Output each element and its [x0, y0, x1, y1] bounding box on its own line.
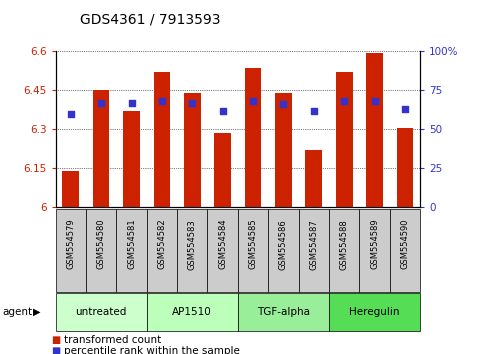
Bar	[147, 293, 238, 331]
Point	[128, 100, 135, 105]
Bar	[298, 209, 329, 292]
Bar	[56, 209, 86, 292]
Text: GSM554589: GSM554589	[370, 219, 379, 269]
Point	[280, 102, 287, 107]
Text: GSM554585: GSM554585	[249, 219, 257, 269]
Point	[97, 100, 105, 105]
Text: GSM554579: GSM554579	[66, 219, 75, 269]
Bar	[184, 93, 200, 207]
Bar	[329, 293, 420, 331]
Point	[219, 108, 227, 113]
Bar	[275, 93, 292, 207]
Bar	[208, 209, 238, 292]
Text: GSM554583: GSM554583	[188, 219, 197, 270]
Bar	[329, 209, 359, 292]
Bar	[336, 72, 353, 207]
Point	[341, 98, 348, 104]
Bar	[62, 171, 79, 207]
Point	[158, 98, 166, 104]
Text: percentile rank within the sample: percentile rank within the sample	[64, 346, 240, 354]
Bar	[359, 209, 390, 292]
Bar	[93, 90, 110, 207]
Text: GSM554580: GSM554580	[97, 219, 106, 269]
Bar	[397, 128, 413, 207]
Bar	[268, 209, 298, 292]
Bar	[154, 72, 170, 207]
Point	[67, 111, 74, 116]
Bar	[116, 209, 147, 292]
Text: GSM554584: GSM554584	[218, 219, 227, 269]
Text: transformed count: transformed count	[64, 335, 161, 345]
Bar	[56, 293, 147, 331]
Bar	[305, 150, 322, 207]
Bar	[123, 111, 140, 207]
Bar	[214, 133, 231, 207]
Text: agent: agent	[2, 307, 32, 317]
Bar	[366, 53, 383, 207]
Text: ■: ■	[51, 335, 60, 345]
Text: GSM554586: GSM554586	[279, 219, 288, 270]
Text: GSM554581: GSM554581	[127, 219, 136, 269]
Text: GSM554587: GSM554587	[309, 219, 318, 270]
Bar	[177, 209, 208, 292]
Point	[310, 108, 318, 113]
Text: ■: ■	[51, 346, 60, 354]
Point	[188, 100, 196, 105]
Text: untreated: untreated	[75, 307, 127, 317]
Text: ▶: ▶	[33, 307, 41, 317]
Bar	[147, 209, 177, 292]
Bar	[390, 209, 420, 292]
Point	[371, 98, 379, 104]
Bar	[245, 68, 261, 207]
Text: GSM554582: GSM554582	[157, 219, 167, 269]
Bar	[238, 293, 329, 331]
Point	[249, 98, 257, 104]
Text: GSM554590: GSM554590	[400, 219, 410, 269]
Text: Heregulin: Heregulin	[349, 307, 400, 317]
Text: GSM554588: GSM554588	[340, 219, 349, 270]
Text: GDS4361 / 7913593: GDS4361 / 7913593	[80, 12, 220, 27]
Text: AP1510: AP1510	[172, 307, 212, 317]
Point	[401, 106, 409, 112]
Bar	[238, 209, 268, 292]
Bar	[86, 209, 116, 292]
Text: TGF-alpha: TGF-alpha	[257, 307, 310, 317]
